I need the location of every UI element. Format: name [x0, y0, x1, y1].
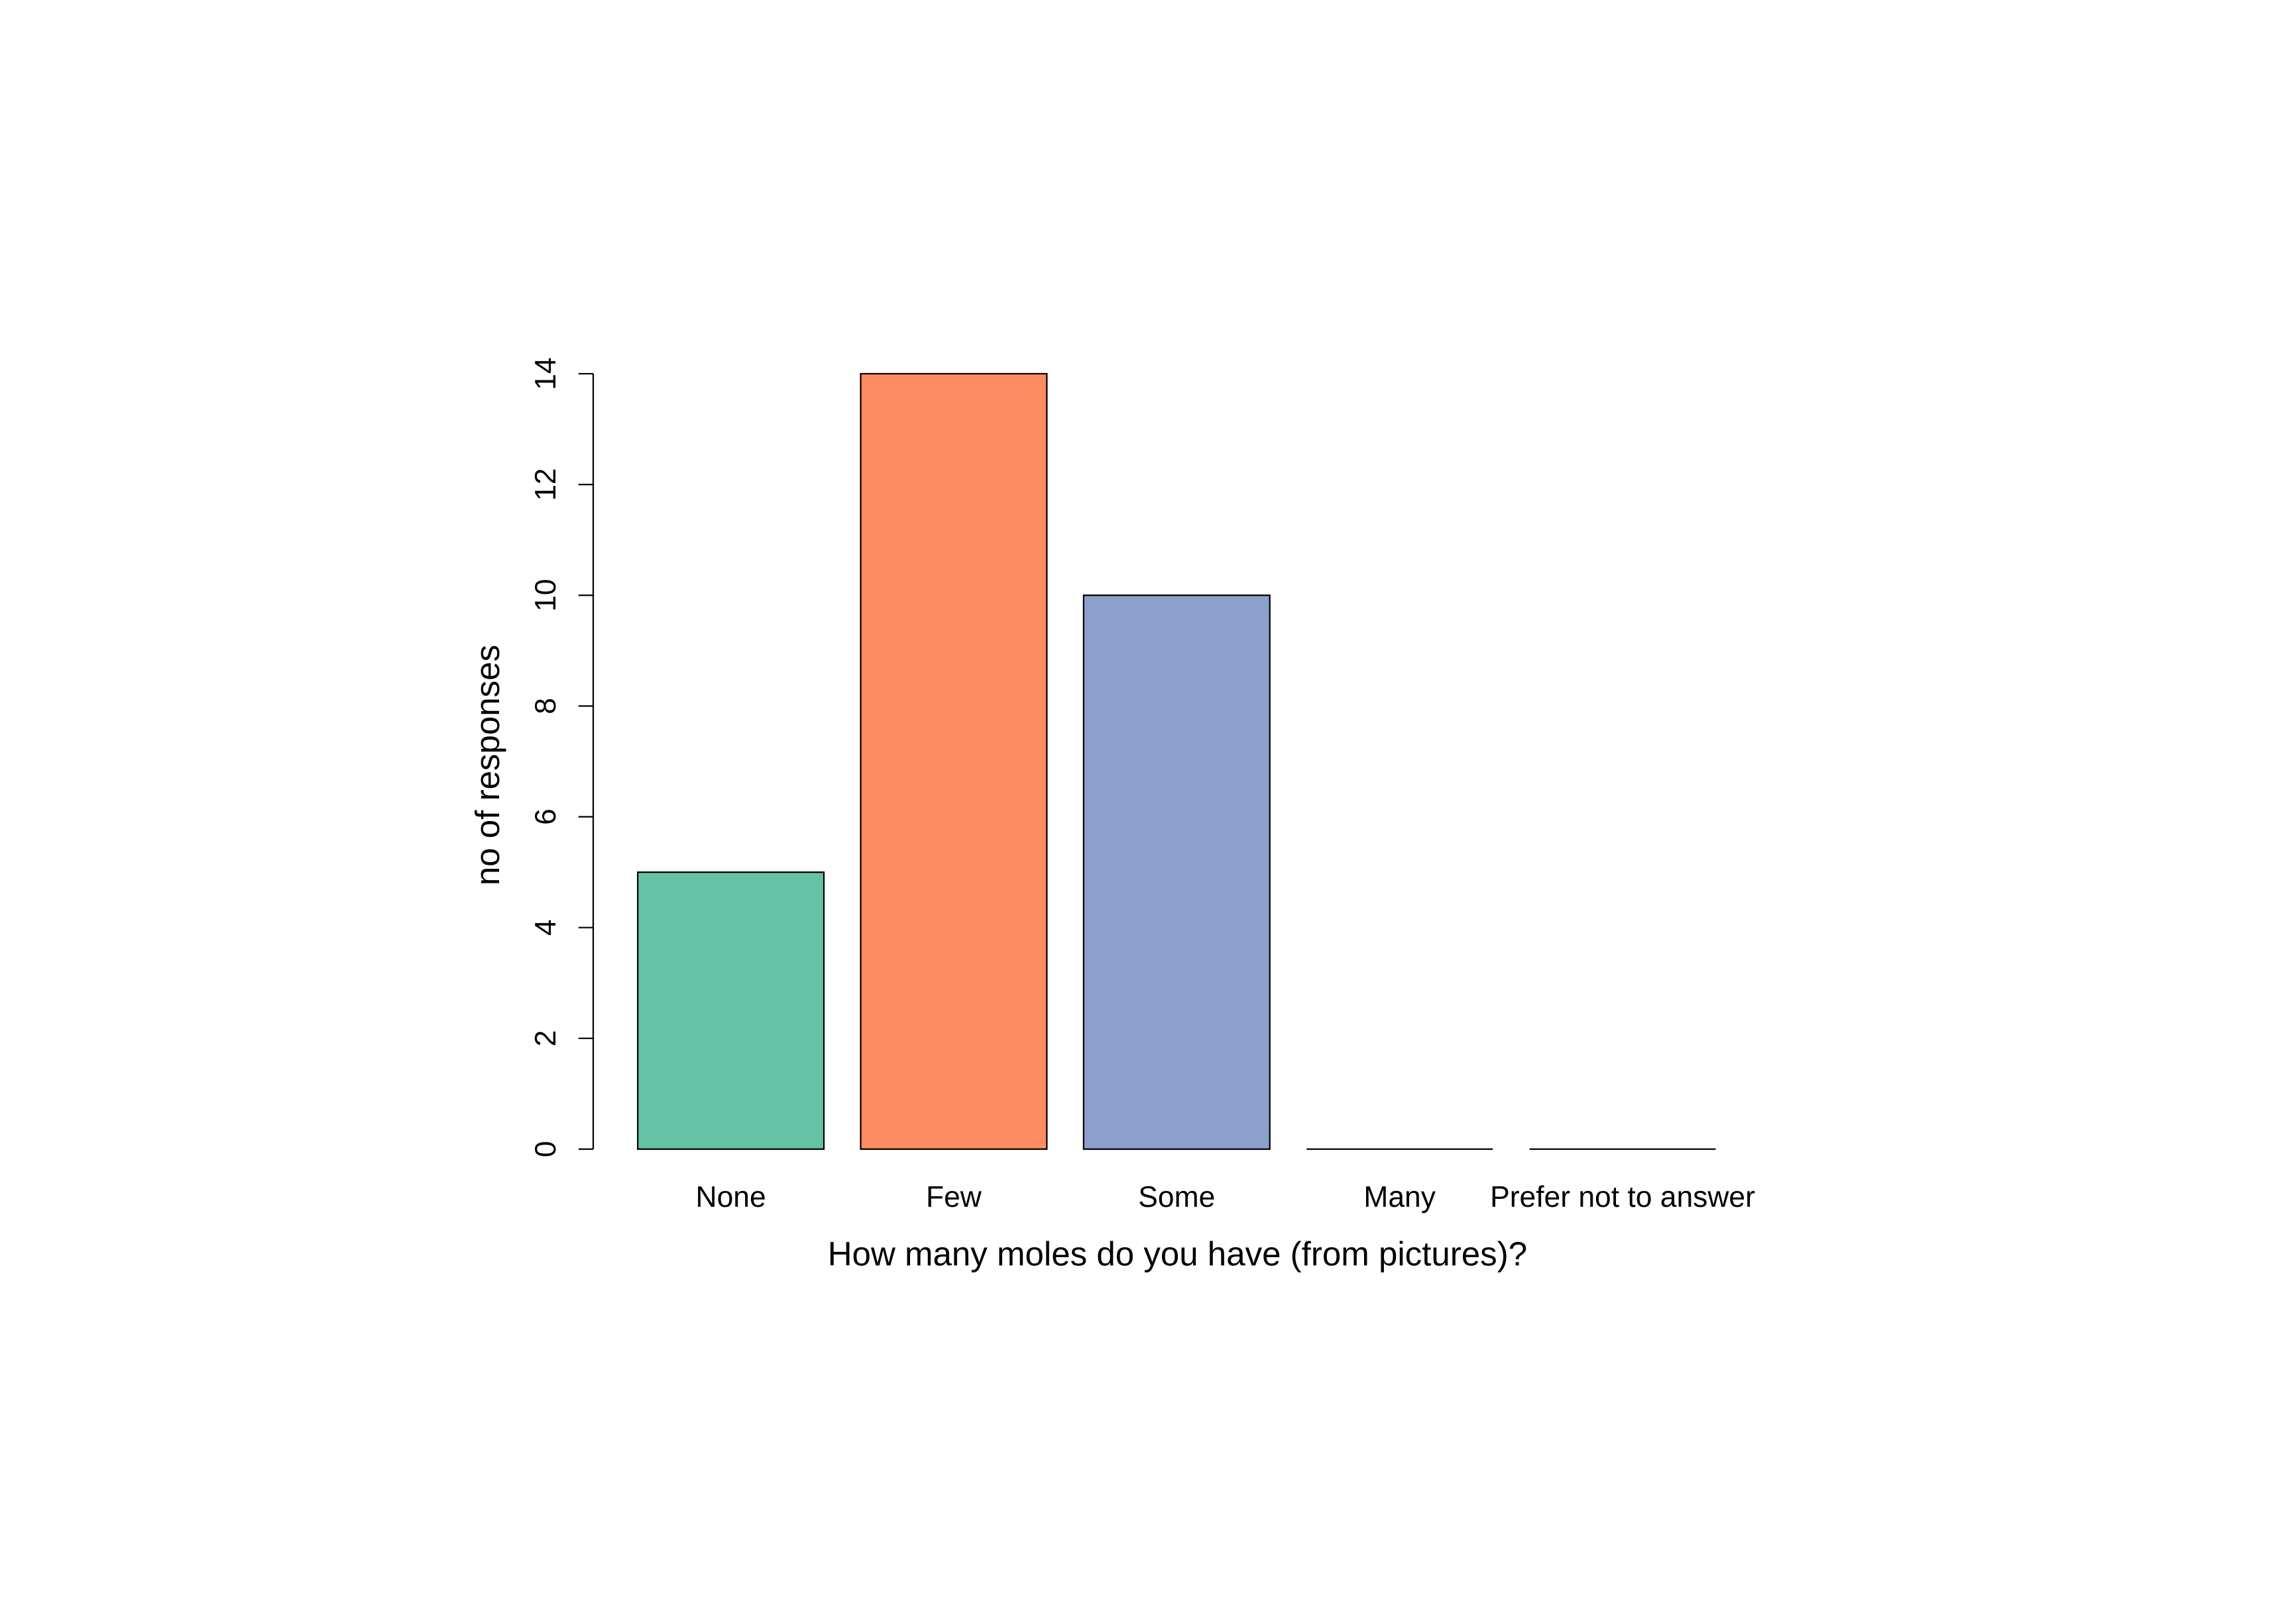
x-tick-label: None [696, 1181, 766, 1213]
y-tick-label: 6 [530, 808, 562, 825]
x-tick-label: Few [926, 1181, 982, 1213]
y-tick-label: 0 [530, 1141, 562, 1158]
y-axis-label: no of responses [469, 645, 506, 885]
x-tick-label: Some [1138, 1181, 1215, 1213]
y-tick-label: 2 [530, 1030, 562, 1046]
bar [637, 871, 825, 1150]
x-axis-label: How many moles do you have (from picture… [828, 1235, 1527, 1273]
bar [1082, 594, 1271, 1150]
y-tick-label: 4 [530, 919, 562, 936]
x-tick-label: Prefer not to answer [1490, 1181, 1755, 1213]
y-tick-label: 8 [530, 698, 562, 714]
y-tick-label: 12 [530, 468, 562, 500]
bar [860, 372, 1048, 1150]
y-tick-label: 10 [530, 579, 562, 612]
y-tick-label: 14 [530, 357, 562, 390]
x-tick-label: Many [1363, 1181, 1436, 1213]
